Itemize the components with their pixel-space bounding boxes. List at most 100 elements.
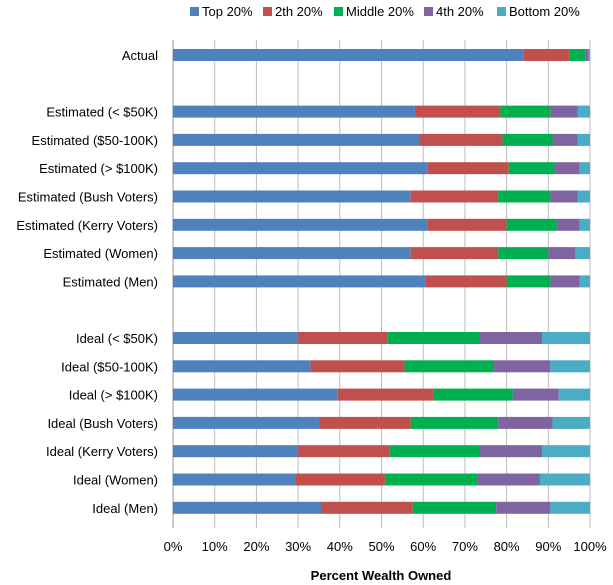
legend-entry: 4th 20%: [424, 4, 484, 19]
bar-segment: [173, 473, 297, 486]
bar-segment: [542, 445, 590, 458]
bar-segment: [389, 445, 480, 458]
legend-label: 4th 20%: [436, 4, 484, 19]
bar-segment: [173, 133, 420, 146]
x-tick-label: 50%: [368, 539, 394, 554]
category-label: Estimated ($50-100K): [32, 133, 158, 148]
category-label: Ideal ($50-100K): [61, 359, 158, 374]
bar-segment: [479, 332, 543, 344]
bar-segment: [502, 133, 553, 146]
bar-segment: [506, 218, 557, 231]
category-label: Estimated (Women): [43, 246, 158, 261]
bar-segment: [506, 275, 551, 288]
bar-segment: [542, 332, 590, 344]
bar-segment: [508, 162, 555, 175]
bar-segment: [552, 416, 590, 429]
bar-segment: [585, 49, 589, 61]
bars: [173, 49, 590, 514]
x-tick-label: 40%: [327, 539, 353, 554]
category-labels: Actual Estimated (< $50K) Estimated ($50-1…: [16, 48, 158, 516]
bar-segment: [173, 332, 299, 344]
bar-segment: [173, 360, 311, 373]
bar-segment: [554, 162, 580, 175]
legend-label: Bottom 20%: [509, 4, 580, 19]
bar-segment: [479, 445, 543, 458]
bar-segment: [173, 275, 426, 288]
bar-segment: [433, 388, 513, 401]
bar-segment: [550, 190, 578, 203]
bar-segment: [577, 133, 590, 146]
category-label: Estimated (Men): [63, 274, 158, 289]
bar-segment: [318, 416, 411, 429]
bar-segment: [575, 247, 590, 260]
bar-segment: [523, 49, 570, 61]
legend-entry: Top 20%: [190, 4, 253, 19]
bar-segment: [539, 473, 590, 486]
bar-segment: [427, 162, 509, 175]
category-label: Estimated (< $50K): [46, 105, 158, 120]
bar-segment: [173, 388, 338, 401]
legend-swatch: [497, 7, 506, 16]
x-tick-label: 70%: [452, 539, 478, 554]
bar-segment: [173, 49, 524, 61]
x-tick-label: 20%: [243, 539, 269, 554]
bar-segment: [550, 275, 580, 288]
category-label: Ideal (Kerry Voters): [46, 444, 158, 459]
bar-segment: [410, 190, 499, 203]
bar-segment: [387, 332, 480, 344]
x-tick-labels: 0% 10% 20% 30% 40% 50% 60% 70% 80% 90% 100%: [164, 539, 607, 554]
bar-segment: [548, 247, 576, 260]
bar-segment: [414, 105, 501, 118]
bar-segment: [412, 501, 497, 514]
legend-label: 2th 20%: [275, 4, 323, 19]
bar-segment: [579, 218, 590, 231]
bar-segment: [550, 105, 578, 118]
bar-segment: [410, 247, 499, 260]
bar-segment: [425, 275, 507, 288]
bar-segment: [173, 416, 319, 429]
bar-segment: [173, 162, 428, 175]
bar-segment: [556, 218, 580, 231]
bar-segment: [500, 105, 551, 118]
x-tick-label: 60%: [410, 539, 436, 554]
bar-segment: [569, 49, 586, 61]
bar-segment: [496, 501, 551, 514]
x-tick-label: 30%: [285, 539, 311, 554]
bar-segment: [173, 247, 411, 260]
legend-entry: Middle 20%: [334, 4, 414, 19]
bar-segment: [579, 162, 590, 175]
legend-entry: Bottom 20%: [497, 4, 580, 19]
bar-segment: [550, 360, 590, 373]
bar-segment: [498, 247, 549, 260]
x-tick-label: 10%: [202, 539, 228, 554]
legend-swatch: [263, 7, 272, 16]
bar-segment: [427, 218, 507, 231]
legend-label: Top 20%: [202, 4, 253, 19]
bar-segment: [321, 501, 413, 514]
bar-segment: [173, 190, 411, 203]
bar-segment: [512, 388, 559, 401]
bar-segment: [419, 133, 503, 146]
bar-segment: [579, 275, 590, 288]
bar-segment: [410, 416, 499, 429]
legend-swatch: [334, 7, 343, 16]
category-label: Ideal (< $50K): [76, 331, 158, 346]
category-label: Estimated (> $100K): [39, 161, 158, 176]
legend-swatch: [424, 7, 433, 16]
category-label: Ideal (Men): [92, 501, 158, 516]
category-label: Ideal (Bush Voters): [47, 416, 158, 431]
bar-segment: [498, 416, 553, 429]
x-axis-label: Percent Wealth Owned: [311, 568, 452, 583]
x-tick-label: 90%: [535, 539, 561, 554]
bar-segment: [550, 501, 590, 514]
x-tick-label: 100%: [573, 539, 607, 554]
legend-label: Middle 20%: [346, 4, 414, 19]
bar-segment: [296, 473, 386, 486]
bar-segment: [588, 49, 590, 61]
category-label: Actual: [122, 48, 158, 63]
bar-segment: [337, 388, 434, 401]
bar-segment: [577, 105, 590, 118]
bar-segment: [173, 105, 415, 118]
category-label: Estimated (Bush Voters): [18, 190, 158, 205]
